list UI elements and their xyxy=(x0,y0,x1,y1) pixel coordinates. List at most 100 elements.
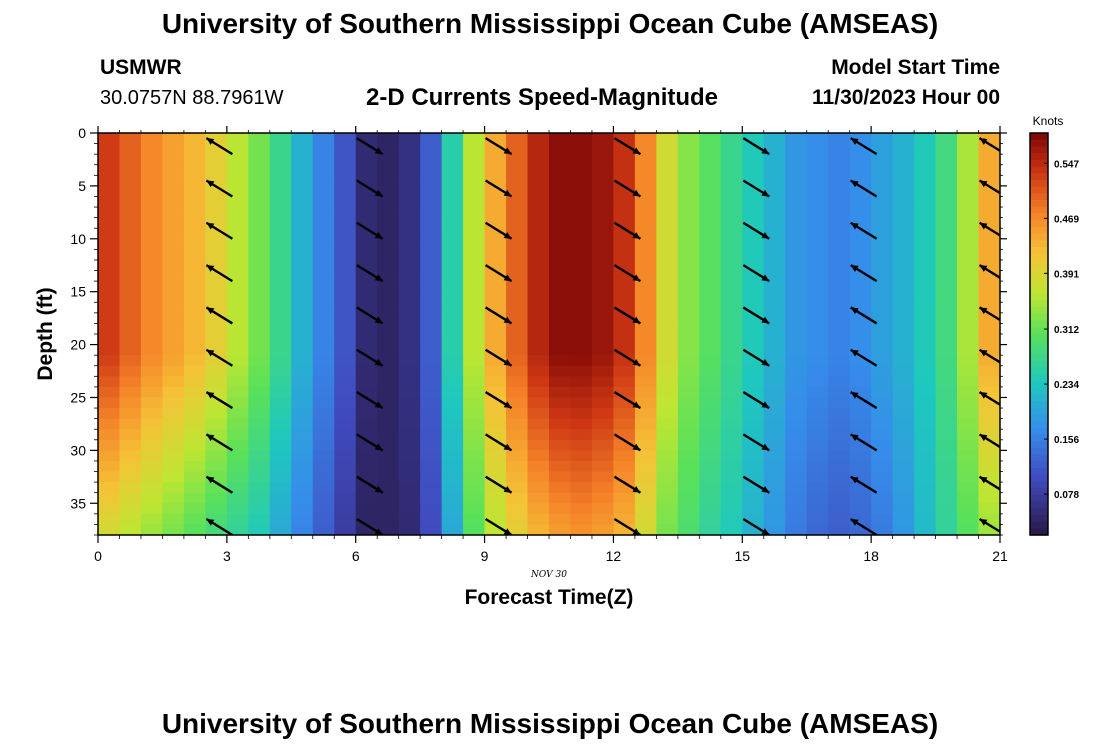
heatmap-cell xyxy=(162,249,185,261)
heatmap-cell xyxy=(720,471,743,483)
heatmap-cell xyxy=(591,270,615,282)
heatmap-cell xyxy=(506,482,529,494)
heatmap-cell xyxy=(183,524,206,535)
heatmap-cell xyxy=(699,270,722,282)
heatmap-cell xyxy=(892,386,915,399)
heatmap-cell xyxy=(591,376,615,388)
heatmap-cell xyxy=(377,334,400,346)
heatmap-cell xyxy=(119,291,142,303)
current-vector-arrow xyxy=(356,475,384,494)
heatmap-cell xyxy=(742,154,765,166)
colorbar-tick-label: 0.234 xyxy=(1054,380,1079,391)
heatmap-cell xyxy=(484,513,507,526)
heatmap-cell xyxy=(849,355,872,367)
current-vector-arrow xyxy=(978,348,1000,364)
heatmap-cell xyxy=(634,164,657,176)
heatmap-cell xyxy=(871,249,894,261)
arrow-head xyxy=(503,316,512,324)
heatmap-cell xyxy=(957,196,980,208)
heatmap-cell xyxy=(140,365,164,377)
heatmap-cell xyxy=(613,323,636,335)
heatmap-cell xyxy=(871,355,894,367)
heatmap-cell xyxy=(98,471,121,483)
heatmap-cell xyxy=(527,418,550,430)
heatmap-cell xyxy=(162,217,185,229)
heatmap-cell xyxy=(591,249,615,261)
heatmap-cell xyxy=(871,365,894,377)
heatmap-cell xyxy=(613,259,636,272)
heatmap-cell xyxy=(828,217,851,229)
heatmap-cell xyxy=(226,164,249,176)
heatmap-cell xyxy=(398,291,421,303)
heatmap-cell xyxy=(549,281,572,293)
heatmap-cell xyxy=(205,143,228,155)
heatmap-cell xyxy=(484,376,507,388)
heatmap-cell xyxy=(248,365,271,377)
heatmap-cell xyxy=(549,207,572,219)
heatmap-cell xyxy=(914,259,937,272)
heatmap-cell xyxy=(677,270,700,282)
heatmap-cell xyxy=(377,471,400,483)
heatmap-cell xyxy=(656,429,679,441)
heatmap-cell xyxy=(140,185,164,198)
heatmap-cell xyxy=(205,397,228,409)
heatmap-cell xyxy=(634,334,657,346)
heatmap-cell xyxy=(677,323,700,335)
heatmap-cell xyxy=(119,312,142,325)
heatmap-cell xyxy=(291,249,314,261)
heatmap-cell xyxy=(527,281,550,293)
heatmap-cell xyxy=(699,365,722,377)
x-tick-label: 21 xyxy=(992,548,1008,564)
heatmap-cell xyxy=(677,217,700,229)
heatmap-cell xyxy=(162,386,185,399)
heatmap-cell xyxy=(183,355,206,367)
heatmap-cell xyxy=(205,281,228,293)
heatmap-cell xyxy=(828,408,851,420)
heatmap-cell xyxy=(914,503,937,515)
heatmap-cell xyxy=(978,228,1000,240)
heatmap-cell xyxy=(634,365,657,377)
heatmap-cell xyxy=(957,471,980,483)
heatmap-cell xyxy=(871,376,894,388)
heatmap-cell xyxy=(527,312,550,325)
heatmap-cell xyxy=(570,344,593,356)
colorbar-segment xyxy=(1030,220,1048,228)
heatmap-cell xyxy=(420,492,443,504)
current-vector-arrow xyxy=(356,348,384,367)
heatmap-cell xyxy=(506,503,529,515)
heatmap-cell xyxy=(312,386,335,399)
heatmap-cell xyxy=(742,482,765,494)
current-vector-arrow xyxy=(850,517,878,535)
heatmap-cell xyxy=(377,429,400,441)
heatmap-cell xyxy=(248,344,271,356)
heatmap-cell xyxy=(570,408,593,420)
heatmap-cell xyxy=(269,323,292,335)
heatmap-cell xyxy=(871,133,894,145)
heatmap-cell xyxy=(205,228,228,240)
heatmap-cell xyxy=(849,302,872,314)
current-vector-arrow xyxy=(356,306,384,325)
heatmap-cell xyxy=(613,344,636,356)
current-vector-arrow xyxy=(484,137,513,156)
heatmap-cell xyxy=(892,207,915,219)
heatmap-cell xyxy=(484,471,507,483)
heatmap-cell xyxy=(377,460,400,473)
heatmap-cell xyxy=(699,513,722,526)
heatmap-cell xyxy=(205,323,228,335)
heatmap-cell xyxy=(506,185,529,198)
heatmap-cell xyxy=(140,143,164,155)
heatmap-cell xyxy=(656,355,679,367)
heatmap-cell xyxy=(205,249,228,261)
heatmap-cell xyxy=(634,154,657,166)
heatmap-cell xyxy=(506,323,529,335)
heatmap-cell xyxy=(355,460,378,473)
heatmap-cell xyxy=(570,175,593,187)
heatmap-cell xyxy=(226,207,249,219)
arrow-head xyxy=(850,180,859,188)
heatmap-cell xyxy=(484,492,507,504)
colorbar-segment xyxy=(1030,253,1048,261)
heatmap-cell xyxy=(591,228,615,240)
heatmap-cell xyxy=(699,386,722,399)
heatmap-cell xyxy=(742,249,765,261)
